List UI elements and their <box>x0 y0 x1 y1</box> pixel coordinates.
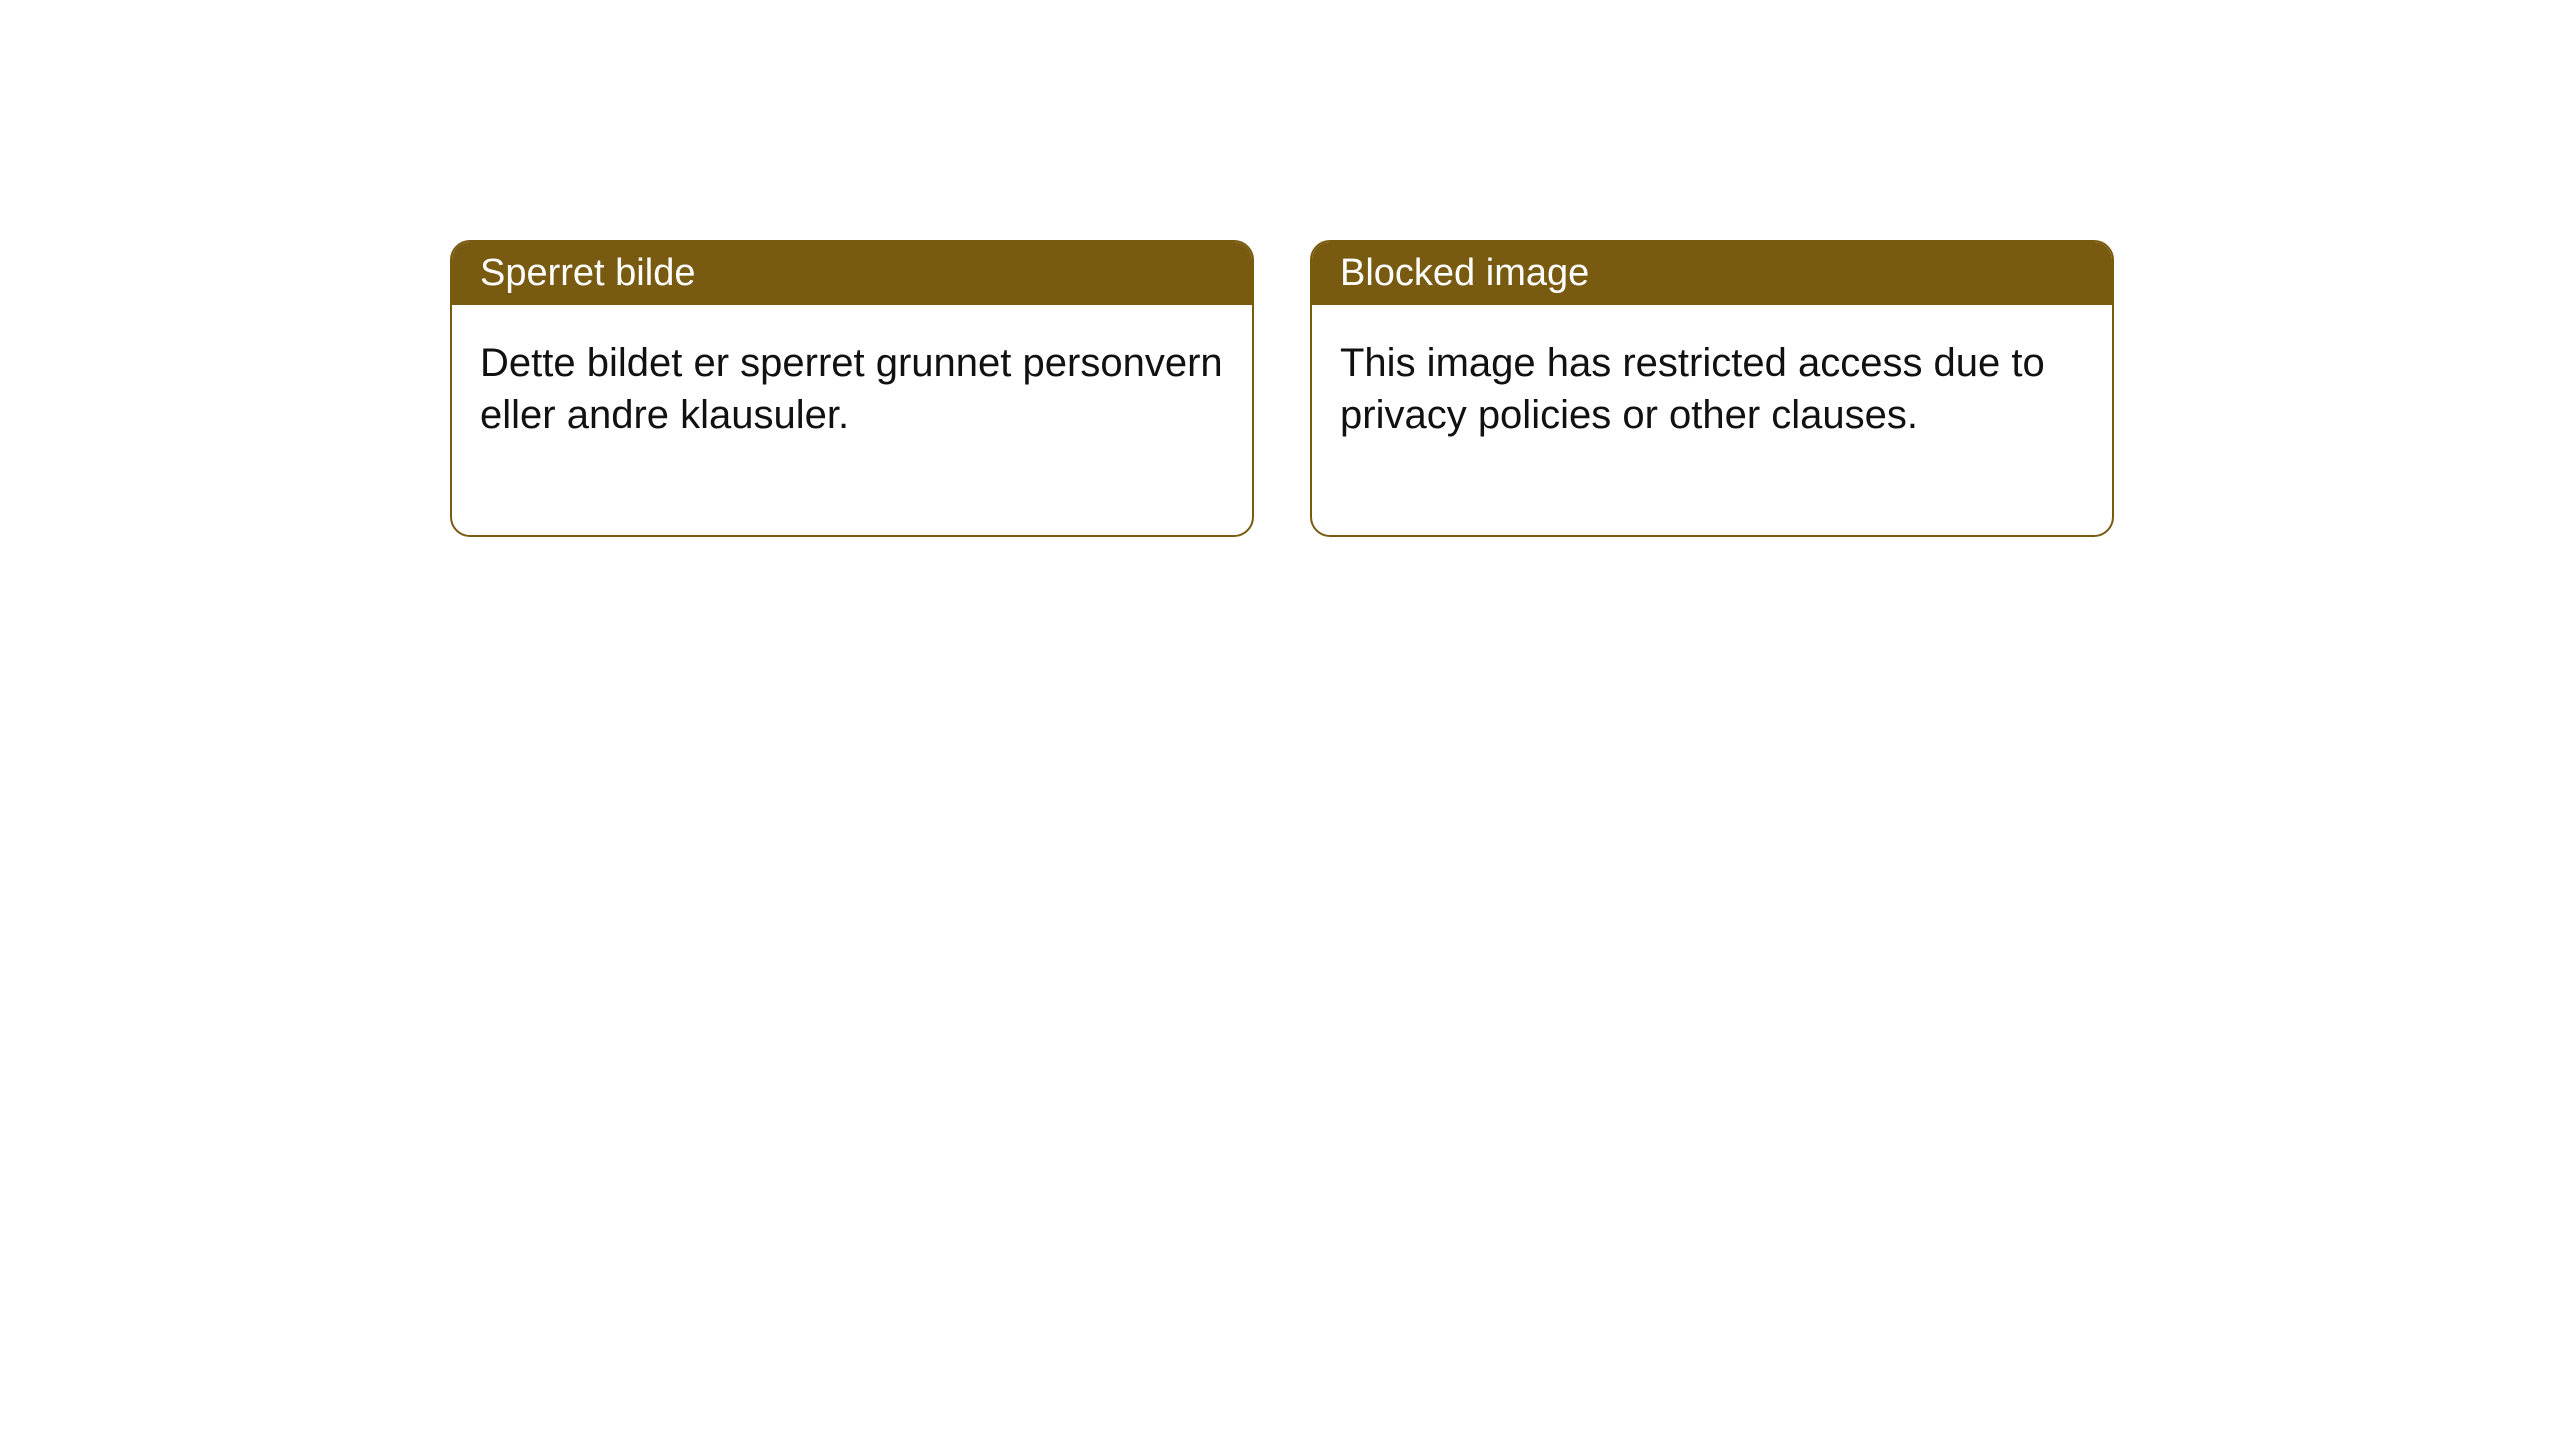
card-message: Dette bildet er sperret grunnet personve… <box>480 341 1223 437</box>
card-title: Blocked image <box>1340 252 1589 294</box>
notice-card-english: Blocked image This image has restricted … <box>1310 240 2114 537</box>
card-body: Dette bildet er sperret grunnet personve… <box>452 305 1252 535</box>
notice-container: Sperret bilde Dette bildet er sperret gr… <box>0 0 2560 537</box>
notice-card-norwegian: Sperret bilde Dette bildet er sperret gr… <box>450 240 1254 537</box>
card-header: Sperret bilde <box>452 242 1252 305</box>
card-header: Blocked image <box>1312 242 2112 305</box>
card-message: This image has restricted access due to … <box>1340 341 2045 437</box>
card-body: This image has restricted access due to … <box>1312 305 2112 535</box>
card-title: Sperret bilde <box>480 252 695 294</box>
